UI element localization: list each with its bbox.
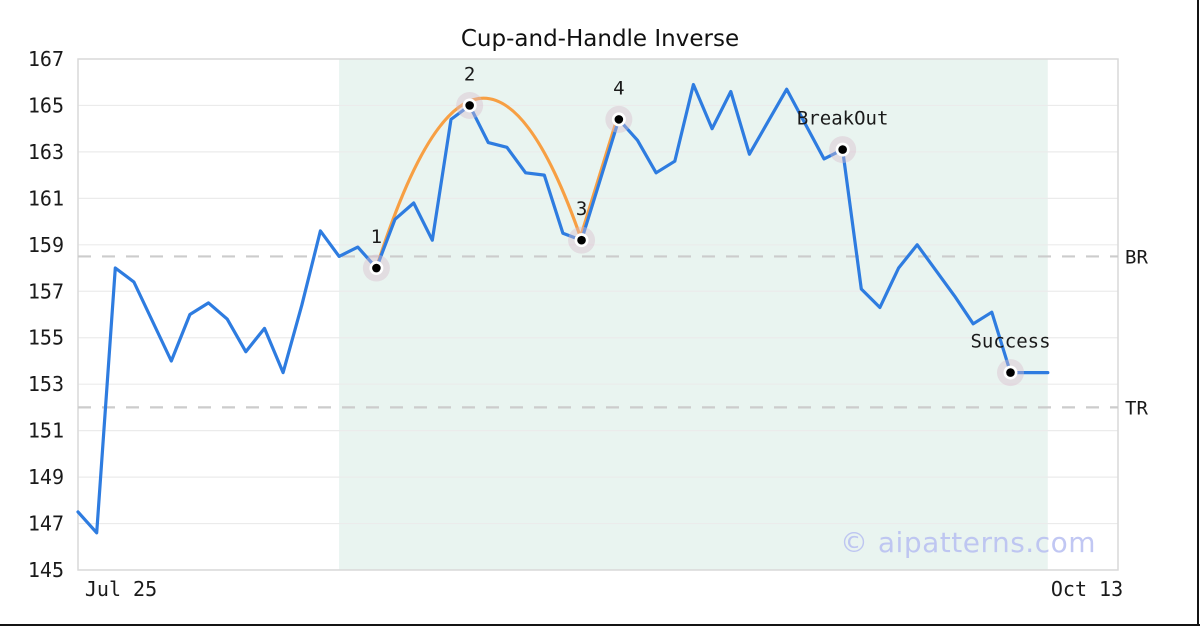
marker-dot — [1006, 368, 1015, 377]
y-tick-label: 163 — [28, 140, 64, 164]
marker-dot — [614, 115, 624, 124]
y-tick-label: 155 — [28, 326, 64, 350]
level-label-br: BR — [1125, 246, 1148, 268]
pattern-cup-arc — [374, 96, 584, 270]
watermark: © aipatterns.com — [839, 526, 1096, 559]
pattern-shaded-region — [339, 59, 1048, 570]
y-tick-label: 151 — [28, 419, 64, 443]
y-tick-label: 167 — [28, 47, 64, 71]
y-tick-label: 157 — [28, 279, 64, 303]
x-tick-label: Oct 13 — [1051, 577, 1123, 601]
pattern-handle-line — [577, 117, 619, 242]
y-tick-label: 149 — [28, 465, 64, 489]
x-tick-label: Jul 25 — [85, 577, 157, 601]
annotation-label-2: 2 — [464, 63, 475, 85]
level-label-tr: TR — [1125, 397, 1148, 419]
y-tick-label: 153 — [28, 372, 64, 396]
y-tick-label: 147 — [28, 512, 64, 536]
y-tick-label: 145 — [28, 558, 64, 582]
marker-dot — [465, 101, 474, 110]
annotation-label-4: 4 — [613, 77, 624, 99]
marker-dot — [372, 263, 381, 273]
frame-right-bar — [1197, 0, 1199, 626]
marker-dot — [838, 145, 847, 154]
annotation-label-1: 1 — [371, 226, 382, 248]
annotation-label-3: 3 — [576, 198, 587, 220]
chart-title: Cup-and-Handle Inverse — [460, 26, 740, 52]
y-tick-label: 159 — [28, 233, 64, 257]
price-line — [76, 82, 1050, 535]
plot-border — [77, 58, 1119, 571]
annotation-label-breakout: BreakOut — [797, 108, 889, 130]
y-tick-label: 165 — [28, 93, 64, 117]
frame-bottom-bar — [0, 624, 1200, 626]
annotation-label-success: Success — [970, 331, 1050, 353]
marker-dot — [577, 235, 586, 245]
y-tick-label: 161 — [28, 186, 64, 210]
